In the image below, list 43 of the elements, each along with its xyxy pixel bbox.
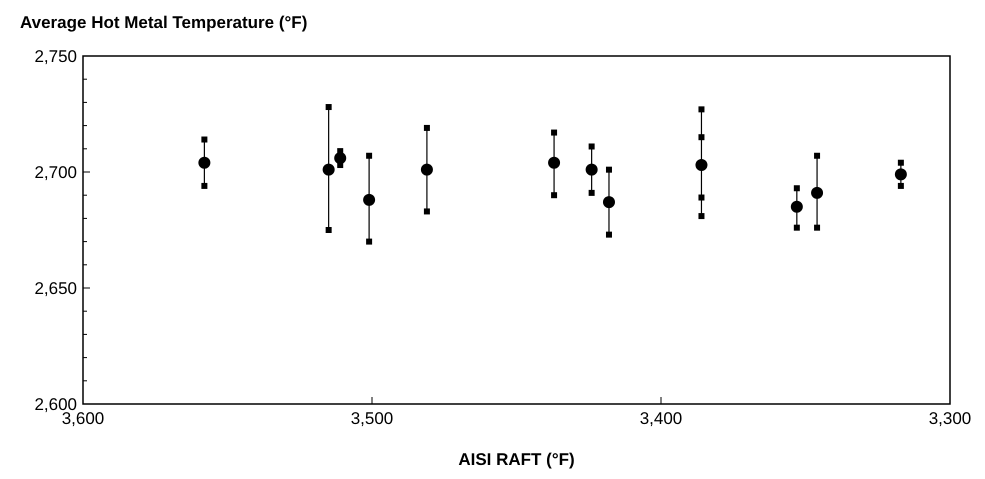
- y-tick-label: 2,650: [34, 278, 77, 298]
- point: [424, 208, 430, 214]
- x-axis-title: AISI RAFT (°F): [458, 450, 575, 469]
- point: [794, 185, 800, 192]
- point: [424, 124, 430, 131]
- point: [698, 134, 704, 140]
- point: [698, 106, 704, 112]
- point: [698, 194, 704, 201]
- point: [420, 164, 433, 176]
- x-tick-label: 3,400: [640, 409, 682, 428]
- point: [363, 194, 376, 206]
- point: [326, 104, 332, 110]
- point: [201, 136, 208, 143]
- point: [588, 190, 595, 196]
- y-tick-label: 2,700: [34, 162, 77, 182]
- point: [814, 152, 820, 159]
- point: [201, 182, 208, 189]
- chart-title: Average Hot Metal Temperature (°F): [20, 13, 308, 32]
- point: [548, 156, 560, 169]
- point: [790, 200, 803, 213]
- point: [551, 130, 558, 136]
- point: [811, 186, 824, 199]
- point: [366, 238, 372, 245]
- point: [322, 164, 335, 176]
- x-tick-label: 3,300: [928, 409, 972, 428]
- point: [586, 164, 598, 176]
- point: [695, 159, 708, 172]
- point: [588, 143, 595, 150]
- point: [551, 192, 558, 198]
- x-tick-label: 3,500: [350, 409, 394, 428]
- point: [794, 224, 800, 231]
- point: [814, 224, 820, 231]
- point: [602, 196, 615, 208]
- point: [366, 152, 372, 159]
- point: [894, 168, 907, 180]
- point: [898, 182, 904, 189]
- point: [698, 213, 704, 220]
- point: [326, 227, 332, 233]
- point: [606, 232, 612, 238]
- y-tick-label: 2,750: [34, 46, 77, 66]
- point: [898, 160, 904, 166]
- point: [606, 166, 612, 173]
- point: [198, 156, 210, 169]
